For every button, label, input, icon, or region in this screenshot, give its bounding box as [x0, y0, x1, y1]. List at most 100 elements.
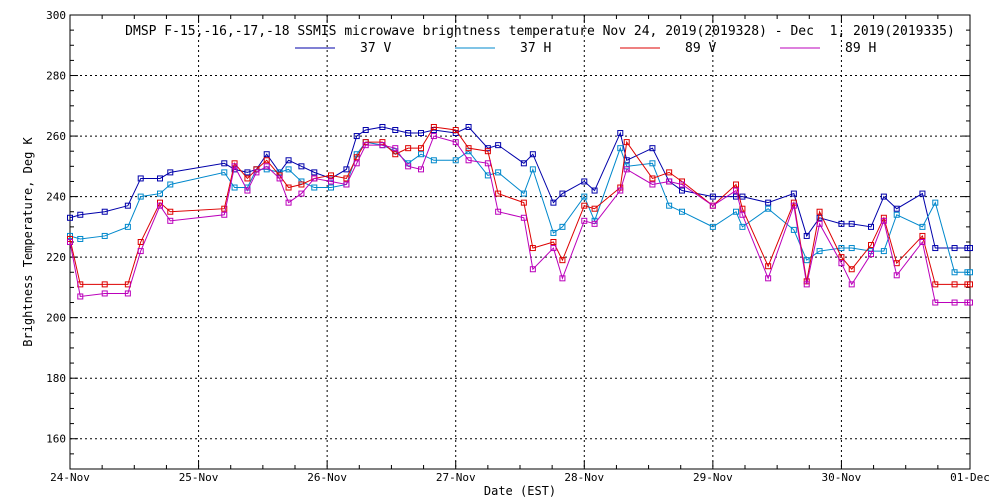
data-point	[362, 127, 369, 134]
data-point	[157, 175, 163, 182]
grid	[70, 15, 970, 469]
data-point	[848, 220, 855, 227]
data-point	[392, 151, 399, 158]
x-tick-label: 29-Nov	[693, 471, 733, 484]
data-point	[285, 157, 292, 164]
data-point	[848, 281, 855, 288]
data-point	[77, 293, 84, 300]
chart-title: DMSP F-15,-16,-17,-18 SSMIS microwave br…	[125, 24, 955, 39]
data-point	[221, 205, 228, 212]
data-point	[137, 239, 144, 245]
data-point	[244, 187, 251, 194]
data-point	[311, 175, 318, 182]
legend-item: 89 H	[780, 41, 876, 56]
data-point	[285, 199, 292, 206]
data-point	[617, 130, 624, 137]
data-point	[343, 166, 350, 173]
data-point	[452, 139, 459, 146]
data-point	[967, 269, 973, 276]
series-89-v	[67, 123, 973, 288]
data-point	[581, 202, 588, 209]
y-tick-label: 240	[46, 191, 66, 204]
data-point	[559, 190, 566, 197]
x-tick-label: 26-Nov	[307, 471, 347, 484]
data-point	[452, 127, 459, 134]
data-point	[221, 160, 228, 167]
data-point	[67, 232, 73, 239]
data-point	[790, 202, 797, 209]
data-point	[649, 160, 656, 167]
data-point	[328, 178, 334, 185]
data-point	[932, 281, 939, 288]
data-point	[405, 145, 412, 152]
data-point	[520, 214, 527, 221]
data-point	[298, 181, 305, 188]
y-axis-title: Brightness Temperature, Deg K	[21, 136, 35, 346]
data-point	[221, 211, 228, 218]
data-point	[679, 181, 685, 188]
x-tick-label: 27-Nov	[436, 471, 476, 484]
data-point	[739, 223, 746, 230]
data-point	[418, 166, 424, 173]
y-tick-label: 280	[46, 70, 66, 83]
data-point	[328, 172, 334, 179]
data-point	[559, 275, 566, 282]
y-tick-label: 160	[46, 433, 66, 446]
x-axis-title: Date (EST)	[484, 484, 556, 498]
data-point	[803, 257, 810, 264]
data-point	[880, 248, 887, 255]
series-37-v	[67, 123, 973, 252]
y-tick-label: 180	[46, 372, 66, 385]
data-point	[559, 257, 566, 264]
data-point	[666, 202, 673, 209]
legend-label: 37 H	[520, 41, 551, 56]
data-point	[263, 151, 270, 158]
data-point	[880, 193, 887, 200]
y-tick-label: 260	[46, 130, 66, 143]
data-point	[253, 169, 260, 176]
data-point	[353, 160, 360, 167]
data-point	[649, 181, 656, 188]
data-point	[167, 208, 174, 215]
data-point	[838, 254, 845, 261]
data-point	[733, 193, 739, 200]
data-point	[484, 148, 491, 155]
data-point	[919, 190, 926, 197]
data-point	[465, 145, 472, 152]
data-point	[452, 157, 459, 164]
data-point	[167, 169, 174, 176]
x-tick-label: 01-Dec	[950, 471, 990, 484]
data-point	[67, 239, 73, 245]
data-point	[848, 266, 855, 273]
legend-label: 89 H	[845, 41, 876, 56]
data-point	[101, 281, 108, 288]
data-point	[343, 181, 350, 188]
data-point	[392, 145, 399, 152]
data-point	[581, 193, 588, 200]
data-point	[868, 242, 874, 249]
series-line	[69, 135, 970, 304]
data-point	[893, 205, 900, 212]
data-point	[919, 239, 926, 245]
data-point	[418, 130, 424, 137]
data-point	[932, 299, 939, 306]
data-point	[739, 205, 746, 212]
data-point	[285, 184, 292, 191]
data-point	[951, 245, 958, 252]
data-point	[520, 199, 527, 206]
data-point	[362, 142, 369, 149]
data-point	[276, 175, 283, 182]
data-point	[244, 175, 251, 182]
data-point	[816, 208, 823, 215]
data-point	[298, 163, 305, 170]
data-point	[529, 151, 536, 158]
data-point	[591, 220, 598, 227]
data-point	[529, 166, 536, 173]
data-point	[803, 232, 810, 239]
data-point	[77, 211, 84, 218]
data-point	[838, 220, 845, 227]
data-point	[124, 223, 131, 230]
data-point	[353, 133, 360, 140]
data-point	[919, 232, 926, 239]
data-point	[285, 166, 292, 173]
